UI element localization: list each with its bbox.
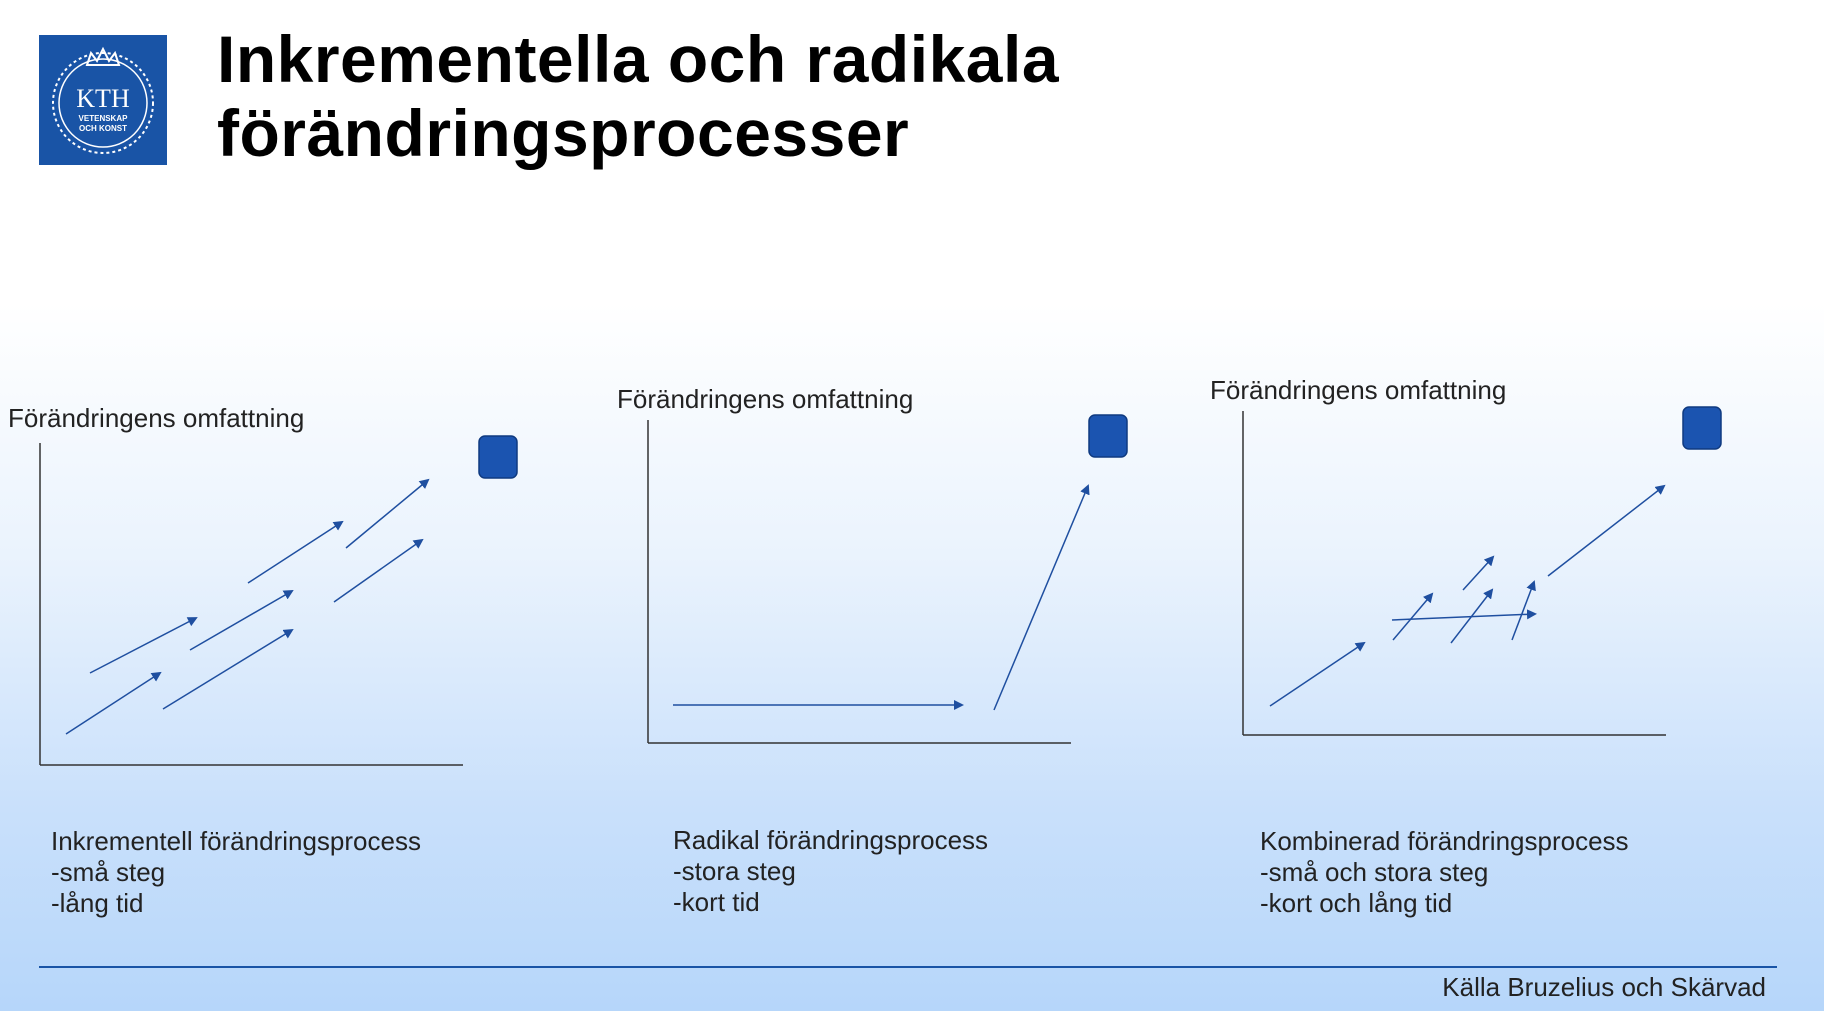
source-credit: Källa Bruzelius och Skärvad — [1442, 972, 1766, 1002]
diagram-3-arrow — [1392, 592, 1434, 641]
diagram-3-caption-line: -små och stora steg — [1260, 857, 1489, 887]
diagram-3-caption-line: -kort och lång tid — [1260, 888, 1453, 918]
diagram-2-arrow — [993, 484, 1090, 711]
diagram-1-arrow — [345, 478, 430, 549]
kth-logo-crest: KTH VETENSKAP OCH KONST — [52, 46, 154, 154]
diagram-3-arrows — [1269, 484, 1666, 707]
diagram-1-goal-square — [478, 435, 518, 479]
diagram-2-arrows — [673, 484, 1090, 711]
diagram-3-arrow — [1511, 580, 1536, 641]
diagram-3-arrow — [1269, 641, 1366, 707]
diagram-1-y-label: Förändringens omfattning — [8, 403, 305, 433]
diagram-2-caption-title: Radikal förändringsprocess — [673, 825, 989, 855]
diagram-2-caption: Radikal förändringsprocess -stora steg -… — [673, 825, 988, 918]
logo-subtext-2: OCH KONST — [79, 124, 127, 133]
diagram-2-caption-line: -kort tid — [673, 887, 760, 917]
diagram-1-arrow — [333, 538, 424, 603]
diagram-3-caption: Kombinerad förändringsprocess -små och s… — [1260, 826, 1629, 919]
diagram-3-arrow — [1450, 588, 1494, 644]
diagram-1-arrows — [65, 478, 430, 735]
logo-subtext-1: VETENSKAP — [79, 114, 129, 123]
diagram-3-arrow — [1391, 609, 1537, 621]
diagram-2-y-label: Förändringens omfattning — [617, 384, 914, 414]
diagram-2-goal-square — [1088, 414, 1128, 458]
diagram-1-arrow — [247, 520, 344, 584]
diagram-1-caption-line: -små steg — [51, 857, 166, 887]
title-line-1: Inkrementella och radikala — [217, 22, 1060, 96]
footer-divider — [39, 966, 1777, 968]
diagram-1-caption-title: Inkrementell förändringsprocess — [51, 826, 421, 856]
diagram-3-goal-square — [1682, 406, 1722, 450]
diagram-1-arrow — [162, 628, 294, 710]
diagram-1-caption-line: -lång tid — [51, 888, 144, 918]
diagram-3-arrow — [1462, 555, 1495, 591]
diagram-3-arrow — [1547, 484, 1666, 577]
diagram-1-caption: Inkrementell förändringsprocess -små ste… — [51, 826, 421, 919]
title-line-2: förändringsprocesser — [217, 96, 910, 170]
diagram-1-arrow — [189, 589, 294, 651]
crown-icon — [85, 46, 121, 66]
logo-text: KTH — [76, 84, 130, 113]
diagram-3-caption-title: Kombinerad förändringsprocess — [1260, 826, 1629, 856]
kth-logo: KTH VETENSKAP OCH KONST — [39, 35, 167, 165]
page-title: Inkrementella och radikala förändringspr… — [217, 22, 1059, 170]
diagram-2-caption-line: -stora steg — [673, 856, 796, 886]
diagram-1-arrow — [65, 671, 162, 735]
diagram-3-y-label: Förändringens omfattning — [1210, 375, 1507, 405]
diagram-1-arrow — [89, 617, 198, 674]
